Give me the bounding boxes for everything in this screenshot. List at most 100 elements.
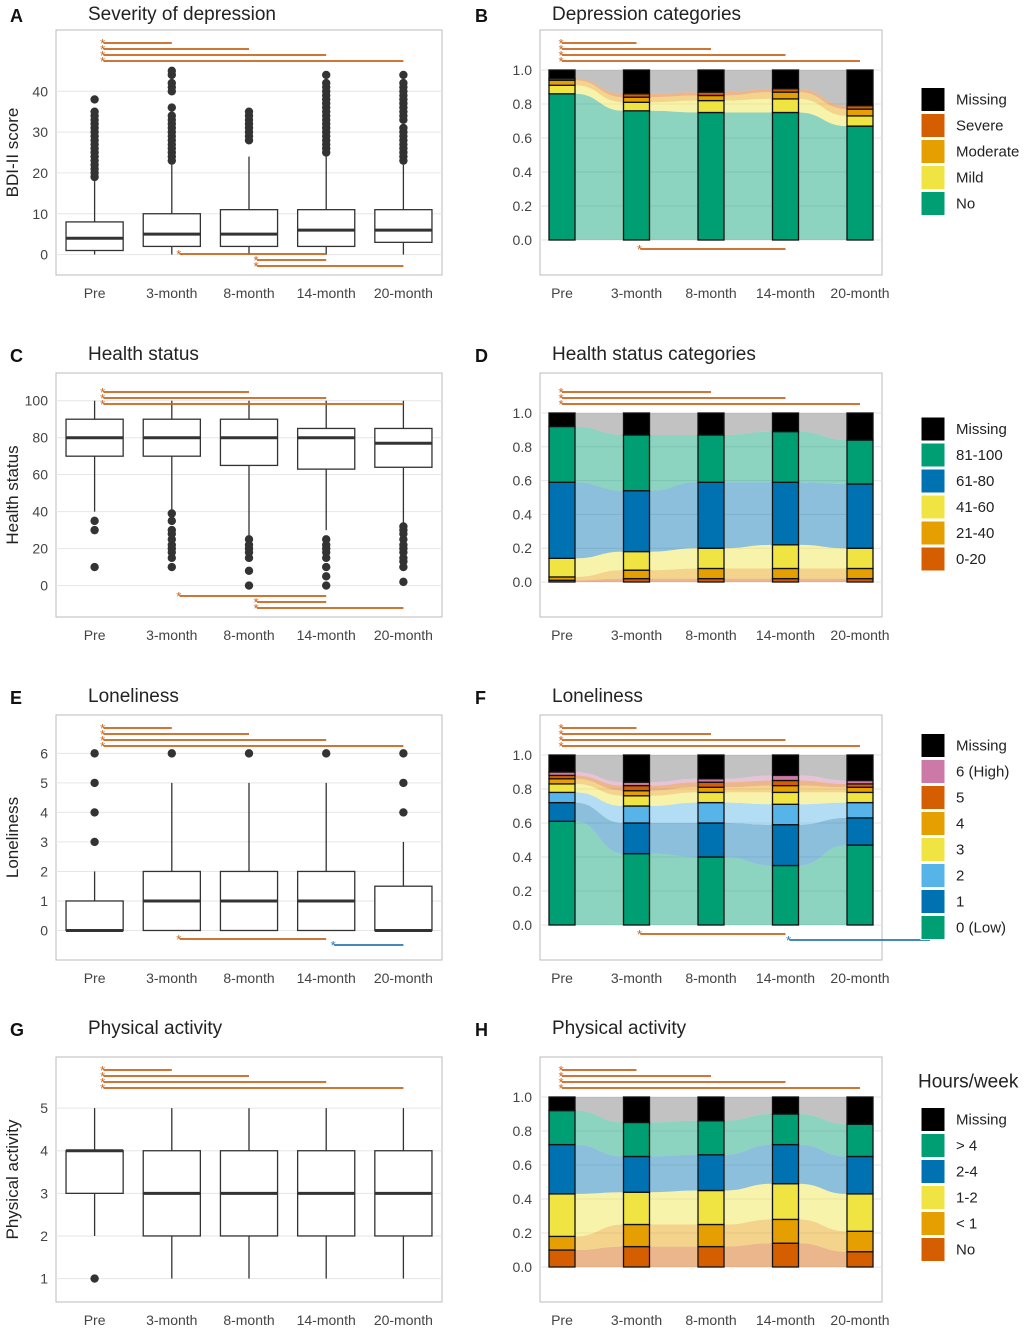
panel-a-frame [55, 29, 443, 276]
panel-h-ytick-2: 0.4 [513, 1191, 533, 1207]
panel-a-outlier-4-19 [399, 70, 408, 80]
panel-d-bar-3-seg-4 [771, 430, 800, 483]
panel-c-ytick-3: 60 [32, 467, 48, 483]
panel-b-bar-3-seg-4 [771, 69, 800, 90]
panel-h-flow-0-2 [575, 1192, 624, 1237]
panel-d-bar-3-seg-5 [771, 412, 800, 433]
panel-b-bar-4-seg-0 [846, 125, 874, 241]
panel-h-bar-0-seg-0 [548, 1249, 576, 1268]
panel-a-box-1 [142, 213, 202, 248]
panel-b-flow-3-3 [798, 88, 847, 110]
panel-d-flow-2-0 [724, 578, 773, 582]
panel-d-bar-0-seg-3 [548, 481, 576, 559]
panel-e-sig-star-bottom-1: * [331, 938, 336, 953]
panel-h-title: Physical activity [552, 1018, 687, 1039]
panel-d-bar-1-seg-2 [622, 550, 651, 571]
panel-h-flow-2-0 [724, 1243, 773, 1267]
panel-d-bar-4-seg-5 [846, 412, 874, 441]
panel-g-xtick-1: 3-month [146, 1312, 197, 1328]
panel-f-bar-2-seg-0 [697, 856, 725, 926]
panel-e: E Loneliness 0 1 2 3 4 5 6 Loneliness Pre 3-month 8-… [3, 686, 443, 986]
panel-d-bar-2-seg-1 [697, 567, 725, 580]
panel-e-xtick-1: 3-month [146, 970, 197, 986]
panel-e-letter: E [10, 688, 22, 708]
panel-g-sig-star-top-3: * [100, 1063, 105, 1078]
panel-h-bar-2-seg-0 [697, 1245, 725, 1268]
panel-c-outlier-0-1 [90, 525, 99, 535]
panel-h-flow-2-3 [724, 1144, 773, 1191]
panel-b-bar-0-seg-4 [548, 69, 576, 80]
panel-b-bar-2-seg-4 [697, 69, 725, 93]
panel-h-flow-1-2 [649, 1190, 698, 1225]
panel-b-bar-2-seg-2 [697, 94, 725, 102]
panel-c-outlier-1-8 [167, 516, 176, 526]
panel-h-flow-0-0 [575, 1246, 624, 1267]
panel-f-sig-star-top-1: * [558, 733, 563, 748]
panel-f-bar-0-seg-2 [548, 791, 576, 804]
panel-b-legend-swatch-2 [920, 139, 946, 164]
panel-f-ytick-2: 0.4 [513, 849, 533, 865]
panel-d-ytick-1: 0.2 [513, 540, 533, 556]
panel-b-title: Depression categories [552, 4, 741, 25]
panel-f-bar-3-seg-7 [771, 754, 800, 777]
panel-b-xtick-3: 14-month [756, 285, 815, 301]
panel-b-ytick-5: 1.0 [513, 62, 533, 78]
panel-h-flow-3-1 [798, 1219, 847, 1252]
panel-e-outlier-4-2 [399, 749, 408, 758]
panel-h-legend-label-1: > 4 [956, 1138, 977, 1155]
panel-f-legend-swatch-6 [920, 889, 946, 914]
panel-d-bar-4-seg-3 [846, 483, 874, 549]
panel-b-flow-0-3 [575, 78, 624, 98]
panel-f-flow-0-0 [575, 821, 624, 925]
panel-b-ytick-2: 0.4 [513, 164, 533, 180]
panel-h-legend: Hours/week Missing > 4 2-4 1-2 < 1 No [918, 1072, 1019, 1262]
panel-d-flow-0-1 [575, 570, 624, 581]
panel-h-ytick-4: 0.8 [513, 1123, 533, 1139]
panel-d-legend-label-2: 61-80 [956, 473, 994, 490]
panel-c-xtick-4: 20-month [374, 627, 433, 643]
panel-f-sig-star-top-2: * [558, 727, 563, 742]
panel-h-legend-swatch-1 [920, 1133, 946, 1158]
panel-h-bar-3-seg-4 [771, 1113, 800, 1146]
panel-d-ytick-2: 0.4 [513, 506, 533, 522]
panel-b-xtick-4: 20-month [830, 285, 889, 301]
panel-d-flow-1-4 [649, 434, 698, 491]
panel-a-sig-star-top-0: * [100, 54, 105, 69]
panel-b-xtick-1: 3-month [611, 285, 662, 301]
panel-f-flow-0-5 [575, 775, 624, 791]
panel-h-bar-2-seg-4 [697, 1120, 725, 1156]
panel-f-legend-swatch-3 [920, 811, 946, 836]
panel-b-ytick-3: 0.6 [513, 130, 533, 146]
panel-f-legend-label-5: 2 [956, 868, 964, 885]
panel-f-flow-2-7 [724, 755, 773, 779]
panel-c-box-4 [374, 427, 433, 468]
panel-b-bar-1-seg-1 [622, 101, 651, 112]
panel-c-outlier-1-0 [167, 562, 176, 572]
panel-c-title: Health status [88, 344, 199, 365]
panel-h-bar-3-seg-1 [771, 1218, 800, 1244]
panel-e-outlier-0-3 [90, 749, 99, 758]
panel-f-legend-label-6: 1 [956, 894, 964, 911]
panel-e-xtick-4: 20-month [374, 970, 433, 986]
panel-b-flow-0-0 [575, 93, 624, 240]
panel-f-bar-1-seg-0 [622, 852, 651, 926]
panel-f-bar-0-seg-7 [548, 754, 576, 773]
panel-c-ylabel: Health status [3, 445, 22, 544]
panel-g-frame [55, 1056, 443, 1303]
panel-d-flow-0-3 [575, 482, 624, 559]
panel-f-bar-2-seg-1 [697, 822, 725, 858]
panel-h-legend-label-5: No [956, 1242, 975, 1259]
panel-h-flow-3-3 [798, 1144, 847, 1194]
panel-e-ylabel: Loneliness [3, 797, 22, 878]
panel-f-legend-label-7: 0 (Low) [956, 920, 1006, 937]
panel-a-outlier-1-15 [167, 78, 176, 88]
panel-d-legend-swatch-3 [920, 494, 946, 520]
panel-d-bar-1-seg-3 [622, 490, 651, 553]
panel-b-flow-2-4 [724, 70, 773, 93]
panel-h-flow-1-0 [649, 1246, 698, 1267]
panel-h-bar-1-seg-0 [622, 1245, 651, 1268]
panel-g-sig-star-top-0: * [100, 1081, 105, 1096]
panel-f-bar-3-seg-3 [771, 791, 800, 805]
panel-c-outlier-2-0 [244, 581, 254, 590]
panel-f-bar-0-seg-3 [548, 783, 576, 794]
